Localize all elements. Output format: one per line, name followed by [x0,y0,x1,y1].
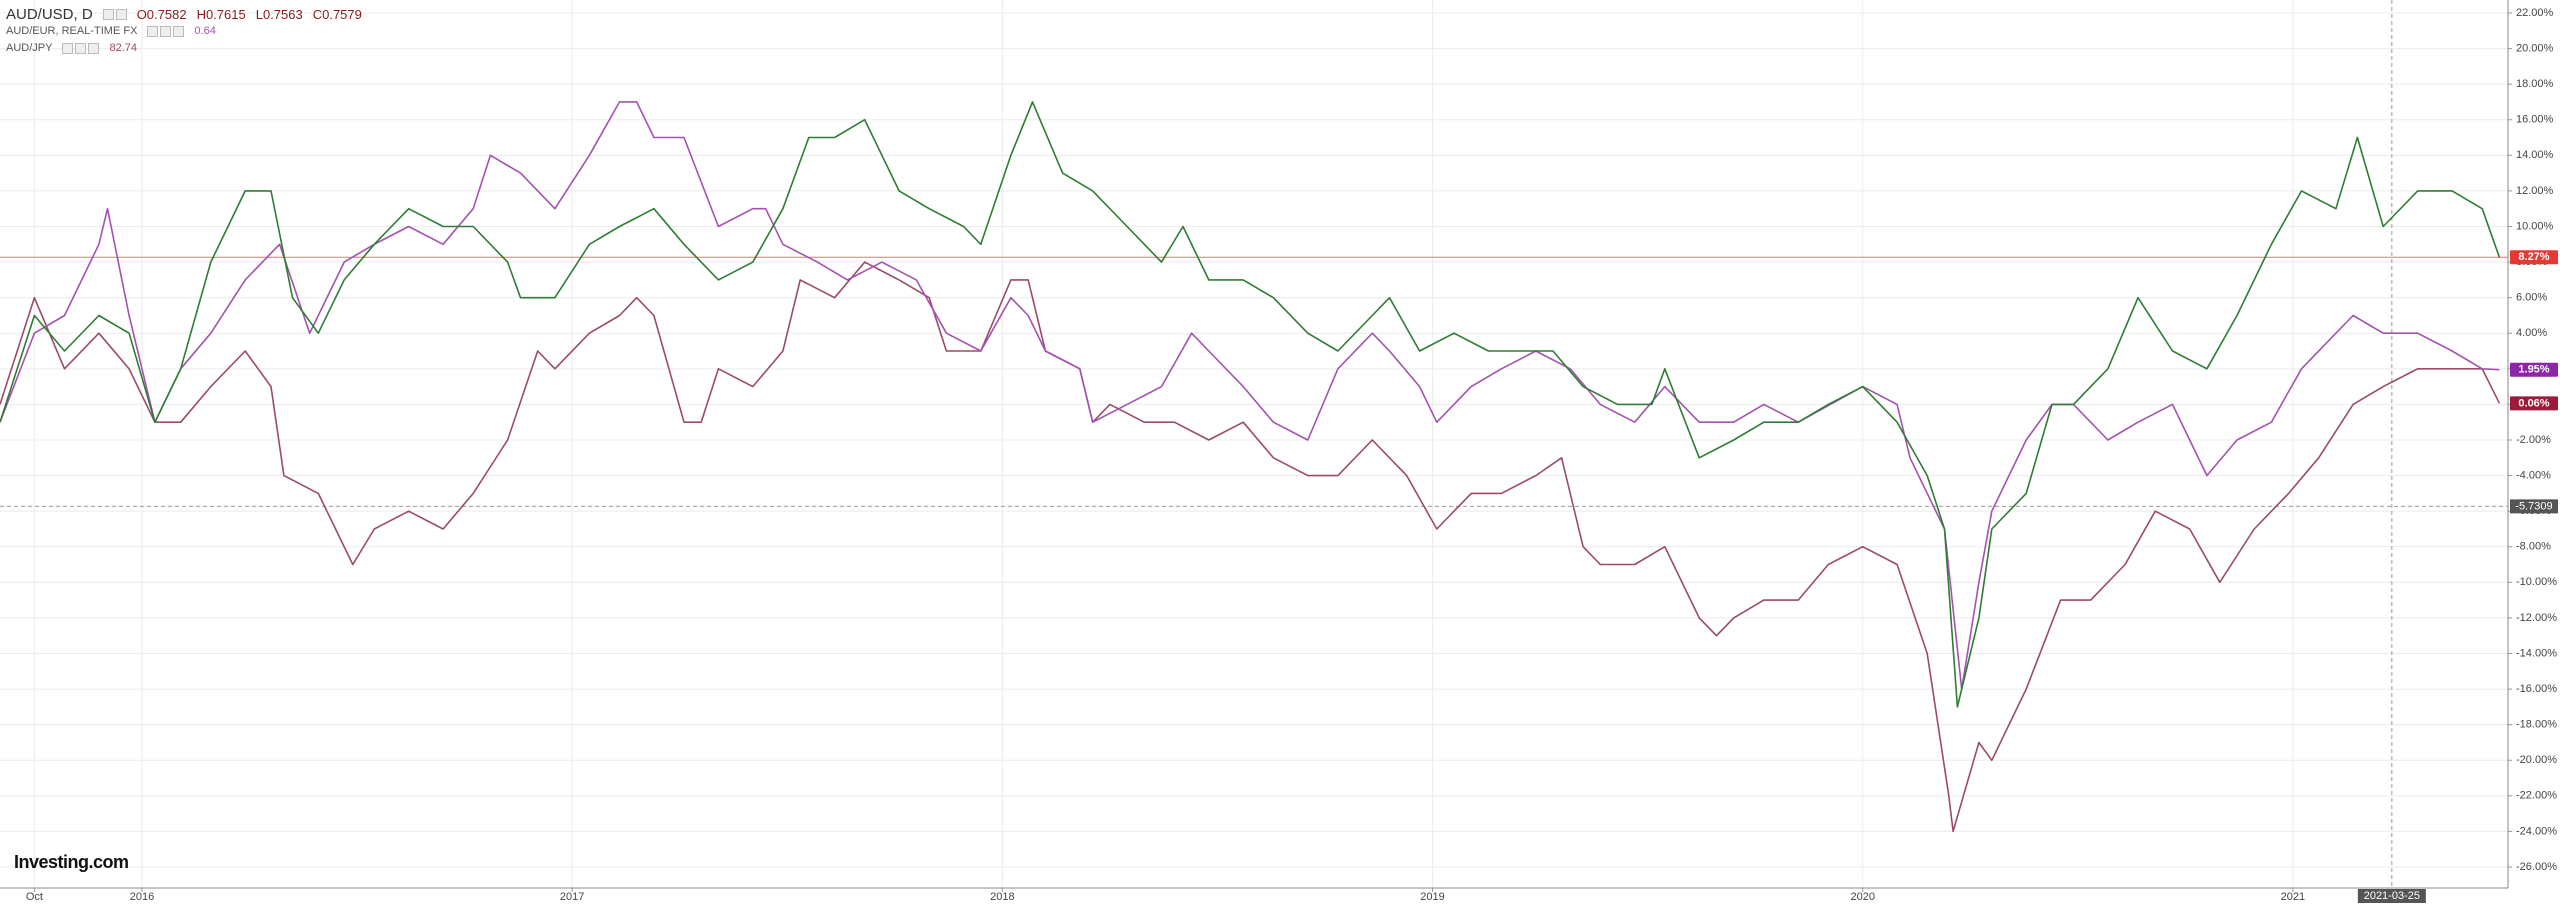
y-tick-label: -2.00% [2516,434,2551,446]
low: L0.7563 [255,7,303,22]
x-tick-label: 2021 [2281,891,2305,903]
x-tick-label: 2016 [130,891,154,903]
last-value: 0.64 [194,25,216,37]
value-tag [2510,250,2558,265]
series-line [0,261,2501,833]
y-tick-label: 14.00% [2516,149,2554,161]
legend-entry: AUD/EUR, REAL-TIME FX [6,25,138,37]
x-tick-label: 2019 [1420,891,1444,903]
value-tag-label: 0.06% [2518,397,2549,409]
crosshair-tag-label: 2021-03-25 [2364,890,2420,902]
x-tick-label: 2017 [560,891,584,903]
x-tick-label: Oct [26,891,43,903]
close: C0.7579 [312,7,362,22]
symbol: AUD/USD, D [6,6,93,23]
legend: AUD/USD, D O0.7582 H0.7615 L0.7563 C0.75… [6,6,362,57]
y-tick-label: 20.00% [2516,42,2554,54]
x-tick-label: 2018 [990,891,1014,903]
y-tick-label: 12.00% [2516,185,2554,197]
y-tick-label: -26.00% [2516,861,2557,873]
icons[interactable] [62,43,100,54]
y-tick-label: -10.00% [2516,576,2557,588]
crosshair-tag [2510,499,2558,514]
crosshair-tag [2357,889,2426,903]
value-tag [2510,362,2558,377]
series-line [0,101,2501,708]
watermark: Investing.com [14,852,129,872]
y-tick-label: 10.00% [2516,220,2554,232]
open: O0.7582 [136,7,187,22]
icons[interactable] [147,26,185,37]
y-tick-label: 22.00% [2516,7,2554,19]
y-tick-label: -18.00% [2516,719,2557,731]
y-tick-label: 18.00% [2516,78,2554,90]
y-tick-label: -22.00% [2516,790,2557,802]
x-tick-label: 2020 [1850,891,1874,903]
crosshair-tag-label: -5.7309 [2515,500,2552,512]
value-tag-label: 1.95% [2518,364,2549,376]
icons[interactable] [102,9,127,20]
y-tick-label: -4.00% [2516,469,2551,481]
value-tag [2510,396,2558,411]
y-tick-label: -14.00% [2516,647,2557,659]
legend-row: AUD/JPY 82.74 [6,40,362,57]
y-tick-label: 16.00% [2516,114,2554,126]
value-tag-label: 8.27% [2518,251,2549,263]
y-tick-label: 4.00% [2516,327,2547,339]
y-tick-label: -8.00% [2516,541,2551,553]
y-tick-label: 6.00% [2516,292,2547,304]
legend-row: AUD/USD, D O0.7582 H0.7615 L0.7563 C0.75… [6,6,362,23]
y-tick-label: -24.00% [2516,825,2557,837]
y-tick-label: -16.00% [2516,683,2557,695]
legend-entry: AUD/JPY [6,42,53,54]
high: H0.7615 [196,7,246,22]
y-tick-label: -20.00% [2516,754,2557,766]
last-value: 82.74 [109,42,137,54]
y-tick-label: -12.00% [2516,612,2557,624]
legend-row: AUD/EUR, REAL-TIME FX 0.64 [6,23,362,40]
